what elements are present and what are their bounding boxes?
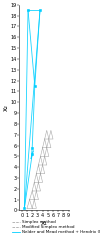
Legend: Simplex method, Modified Simplex method, Nelder and Mead method + Hendrix (Multi: Simplex method, Modified Simplex method,… [10,219,100,236]
X-axis label: x₁: x₁ [40,220,47,226]
Y-axis label: x₂: x₂ [3,104,9,111]
